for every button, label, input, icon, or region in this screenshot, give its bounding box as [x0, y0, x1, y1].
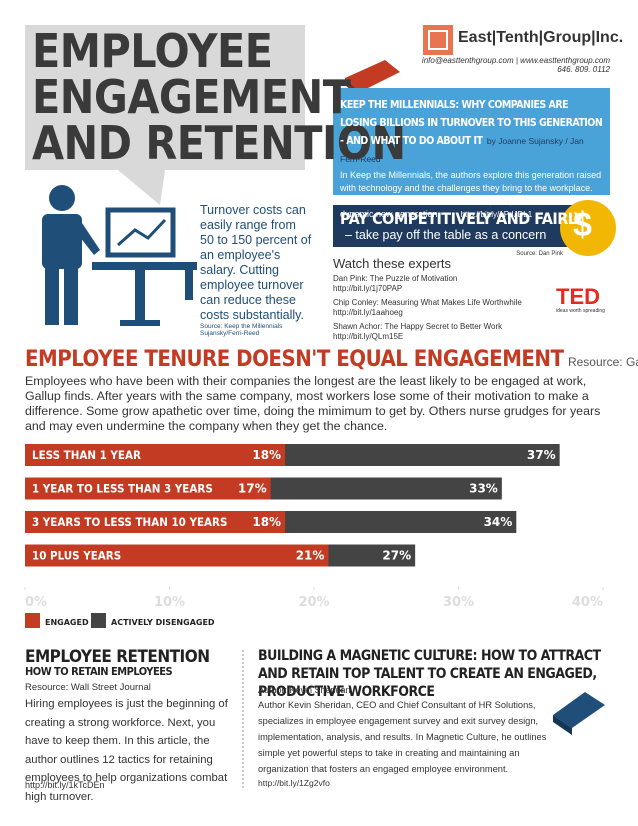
link[interactable]: http://bit.ly/1aahoeg	[333, 308, 403, 317]
ted-box	[555, 288, 605, 318]
pointer	[118, 170, 165, 205]
category-label: LESS THAN 1 YEAR	[32, 448, 141, 462]
category-label: 10 PLUS YEARS	[32, 549, 121, 563]
value-label: 17%	[238, 482, 267, 496]
retention-text: Hiring employees is just the beginning o…	[25, 698, 228, 803]
logo-mark	[423, 25, 453, 55]
title-line: EMPLOYEE	[32, 24, 273, 78]
legend-swatch	[91, 613, 106, 628]
book-title: KEEP THE MILLENNIALS: WHY COMPANIES ARE …	[340, 99, 603, 147]
chart: 37% 18% LESS THAN 1 YEAR 33% 17% 1 YEAR TO LE…	[24, 444, 604, 628]
value-label: 18%	[252, 515, 281, 529]
bar	[25, 444, 286, 466]
ted-tagline: ideas worth spreading	[556, 308, 605, 314]
logo-word: East	[458, 29, 492, 46]
resource: Resource: Gallup	[567, 355, 638, 369]
dollar-icon: $	[573, 206, 592, 244]
dollar-circle	[560, 200, 616, 256]
logo-word: Tenth	[496, 29, 539, 46]
legend-label: ACTIVELY DISENGAGED	[111, 618, 215, 627]
expert-name: Chip Conley: Measuring What Makes Life W…	[333, 298, 522, 307]
pay-banner	[333, 205, 583, 247]
link[interactable]: http://bit.ly/QLm15E	[333, 332, 404, 341]
ted-logo: TED	[556, 284, 600, 309]
link[interactable]: http://bit.ly/1PdJDL1	[460, 210, 533, 219]
tenure-text: Employees who have been with their compa…	[25, 374, 601, 433]
expert-name: Dan Pink: The Puzzle of Motivation	[333, 274, 458, 283]
contact: info@easttenthgroup.com | www.easttenthg…	[422, 56, 610, 74]
x-tick-label: 10%	[154, 595, 185, 610]
experts-heading: Watch these experts	[333, 256, 452, 271]
book-icon	[553, 692, 605, 735]
title-line: ENGAGEMENT	[32, 70, 351, 124]
pay-title: PAY COMPETITIVELY AND FAIRLY	[340, 209, 584, 228]
phone: 646. 809. 0112	[557, 65, 610, 74]
x-tick-label: 0%	[25, 595, 47, 610]
x-tick-label: 30%	[443, 595, 474, 610]
value-label: 33%	[469, 482, 498, 496]
title-line: AND RETENTION	[32, 116, 406, 170]
expert-name: Shawn Achor: The Happy Secret to Better …	[333, 322, 503, 331]
x-tick-label: 40%	[572, 595, 603, 610]
section-title: BUILDING A MAGNETIC CULTURE: HOW TO ATTR…	[258, 648, 601, 700]
logo-name: East|Tenth|Group|Inc.	[458, 29, 624, 46]
bar	[25, 511, 286, 533]
value-label: 21%	[296, 549, 325, 563]
book-box	[333, 88, 610, 195]
category-label: 3 YEARS TO LESS THAN 10 YEARS	[32, 515, 227, 529]
section-subtitle: HOW TO RETAIN EMPLOYEES	[25, 665, 173, 678]
link[interactable]: http://bit.ly/1j70PAP	[333, 284, 403, 293]
link[interactable]: http://bit.ly/1Zg2vfo	[258, 778, 330, 788]
culture-text: Author Kevin Sheridan, CEO and Chief Con…	[258, 700, 547, 774]
logo-word: Group	[543, 29, 592, 46]
experts-list: Dan Pink: The Puzzle of Motivation http:/…	[333, 274, 522, 342]
category-label: 1 YEAR TO LESS THAN 3 YEARS	[32, 482, 213, 496]
email: info@easttenthgroup.com | www.easttenthg…	[421, 56, 610, 65]
section-title: EMPLOYEE RETENTION	[25, 647, 210, 667]
logo-mark	[428, 30, 448, 50]
bar	[25, 477, 271, 500]
legend-swatch	[25, 613, 40, 628]
person-icon	[42, 185, 197, 326]
value-label: 34%	[484, 515, 513, 529]
bar	[25, 544, 329, 567]
value-label: 18%	[252, 448, 281, 462]
pay-subtitle: – take pay off the table as a concern	[345, 228, 547, 242]
section-title: EMPLOYEE TENURE DOESN'T EQUAL ENGAGEMENT	[25, 347, 564, 372]
link[interactable]: http://bit.ly/1kTcDEn	[25, 780, 105, 790]
book-text: In Keep the Millennials, the authors exp…	[340, 170, 602, 219]
turnover-text: Turnover costs can easily range from 50 …	[200, 203, 312, 322]
x-tick-label: 20%	[298, 595, 329, 610]
title: EMPLOYEE ENGAGEMENT AND RETENTION	[32, 28, 406, 166]
value-label: 37%	[527, 448, 556, 462]
source: Source: Keep the Millennials Sujansky/Fe…	[200, 323, 283, 337]
title-box	[25, 25, 305, 170]
book-authors: by Joanne Sujansky / Jan Ferri-Reed	[340, 136, 584, 164]
source: Source: Dan Pink	[516, 251, 563, 257]
logo-word: Inc.	[595, 29, 624, 46]
resource: Resource: Wall Street Journal	[25, 682, 151, 693]
value-label: 27%	[382, 549, 411, 563]
author: Author: Kevin Sheridan	[258, 685, 351, 695]
legend-label: ENGAGED	[45, 618, 89, 627]
